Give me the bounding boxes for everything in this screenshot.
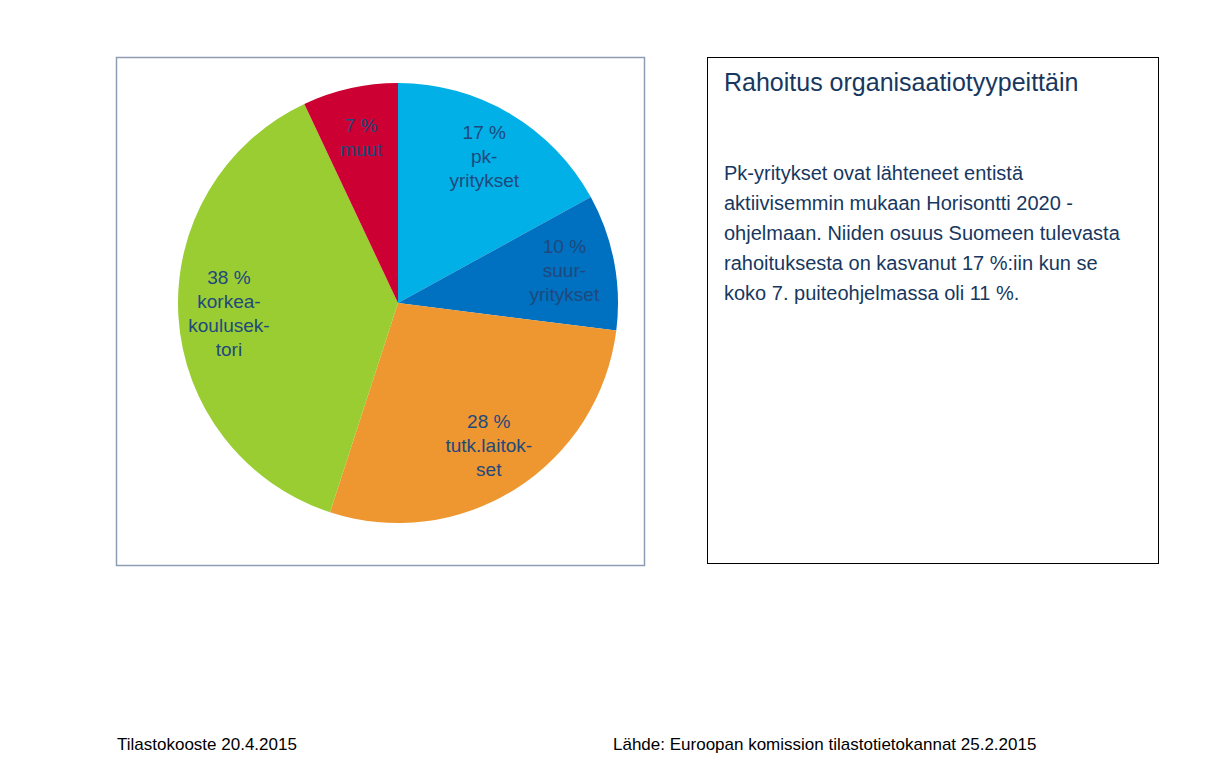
value-label: 17 % — [463, 122, 506, 143]
value-label: 38 % — [207, 267, 250, 288]
chart-frame — [117, 58, 645, 566]
footer-right: Lähde: Euroopan komission tilastotietoka… — [613, 735, 1036, 755]
category-label: suur- — [543, 260, 586, 281]
pie-slice — [304, 83, 398, 303]
category-label: tutk.laitok- — [445, 435, 532, 456]
footer-left: Tilastokooste 20.4.2015 — [117, 735, 297, 755]
value-label: 28 % — [467, 411, 510, 432]
text-box: Rahoitus organisaatiotyypeittäin Pk-yrit… — [707, 57, 1159, 564]
box-text: Pk-yritykset ovat lähteneet entistä akti… — [724, 158, 1139, 308]
category-label: set — [476, 459, 502, 480]
pie: 17 % pk-yritykset 10 % suur-yritykset 28 % tu… — [178, 83, 618, 523]
value-label: 7 % — [345, 115, 378, 136]
category-label: yritykset — [530, 284, 600, 305]
value-label: 10 % — [543, 236, 586, 257]
data-label: 17 % pk-yritykset — [449, 122, 519, 191]
chart: 17 % pk-yritykset 10 % suur-yritykset 28 % tu… — [0, 0, 1222, 780]
data-label: 38 % korkea-koulusek-tori — [188, 267, 269, 360]
data-label: 28 % tutk.laitok-set — [445, 411, 532, 480]
category-label: muut — [340, 139, 383, 160]
category-label: koulusek- — [188, 315, 269, 336]
data-label: 7 % muut — [340, 115, 383, 160]
category-label: korkea- — [197, 291, 260, 312]
box-title: Rahoitus organisaatiotyypeittäin — [724, 66, 1142, 98]
category-label: yritykset — [449, 170, 519, 191]
category-label: tori — [216, 339, 242, 360]
data-label: 10 % suur-yritykset — [530, 236, 600, 305]
category-label: pk- — [471, 146, 497, 167]
